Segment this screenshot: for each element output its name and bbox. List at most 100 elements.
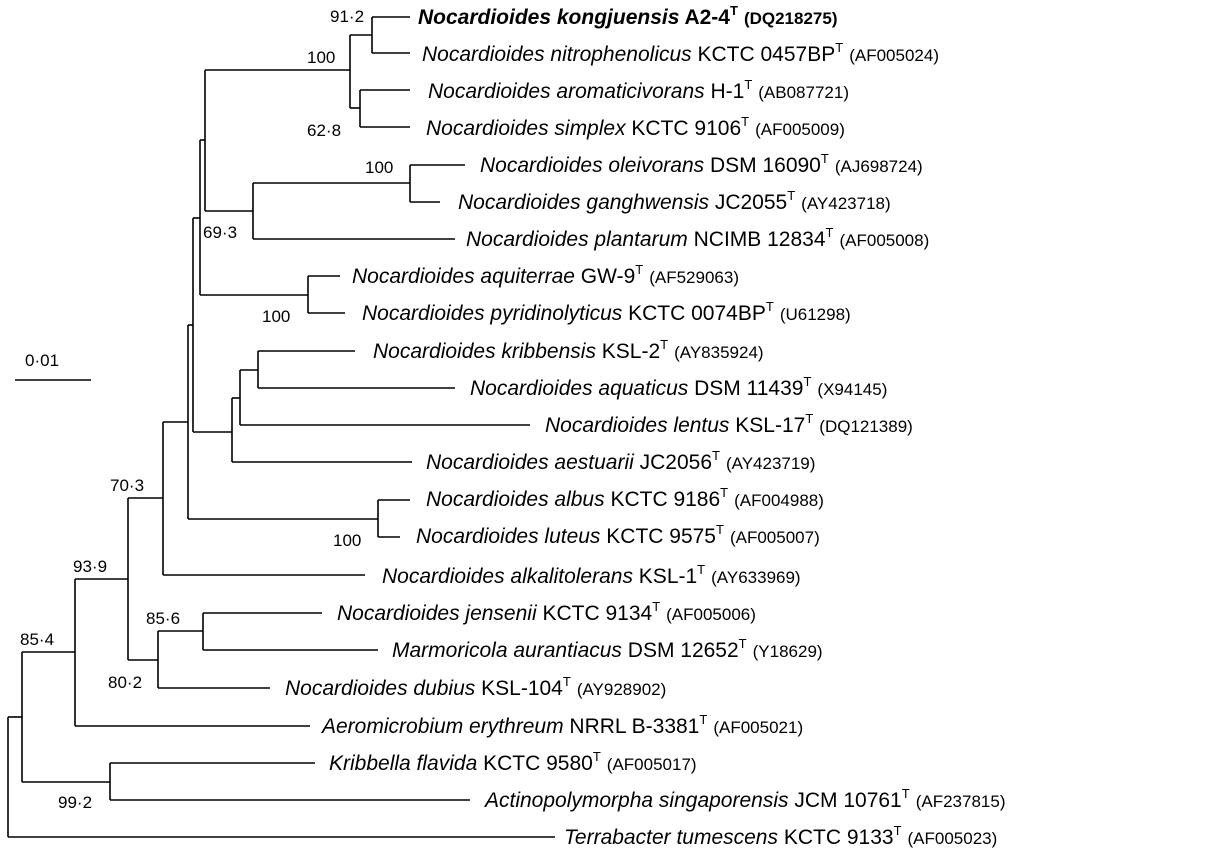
taxon-label: Kribbella flavida KCTC 9580T (AF005017) [329,749,697,775]
type-strain-mark: T [697,562,705,577]
type-strain-mark: T [720,485,728,500]
scale-bar-label: 0·01 [25,351,59,370]
taxon-name: Terrabacter tumescens [564,826,778,849]
taxon-name: Actinopolymorpha singaporensis [483,789,789,812]
accession-number: (AF005007) [730,528,820,547]
taxon-label: Nocardioides aquiterrae GW-9T (AF529063) [352,262,739,288]
taxon-name: Nocardioides lentus [545,414,730,437]
strain-designation: KCTC 0074BP [622,302,766,325]
taxon-name: Kribbella flavida [329,752,477,775]
strain-designation: KSL-2 [596,340,660,363]
accession-number: (AJ698724) [835,157,923,176]
type-strain-mark: T [805,411,813,426]
taxon-label: Actinopolymorpha singaporensis JCM 10761… [483,786,1005,812]
taxon-name: Nocardioides jensenii [337,602,538,625]
strain-designation: NRRL B-3381 [564,715,700,738]
taxon-label: Nocardioides alkalitolerans KSL-1T (AY633… [382,562,801,588]
strain-designation: KSL-17 [729,414,805,437]
taxon-name: Nocardioides pyridinolyticus [362,302,623,325]
taxon-name: Marmoricola aurantiacus [392,639,622,662]
bootstrap-value: 69·3 [203,223,237,242]
strain-designation: KSL-104 [475,677,563,700]
bootstrap-value: 100 [262,307,290,326]
taxon-label: Nocardioides simplex KCTC 9106T (AF005009… [426,114,845,140]
bootstrap-value: 99·2 [58,793,92,812]
bootstrap-value: 80·2 [108,673,142,692]
taxon-name: Nocardioides plantarum [466,228,688,251]
taxon-label: Nocardioides kribbensis KSL-2T (AY835924) [373,337,764,363]
taxon-name: Nocardioides albus [426,488,605,511]
strain-designation: DSM 12652 [622,639,739,662]
taxon-labels: Nocardioides kongjuensis A2-4T (DQ218275)… [285,3,1005,849]
taxon-label: Nocardioides nitrophenolicus KCTC 0457BP… [422,40,939,66]
type-strain-mark: T [803,374,811,389]
taxon-name: Nocardioides kongjuensis [418,6,679,29]
bootstrap-value: 85·4 [20,630,54,649]
strain-designation: KCTC 9133 [778,826,894,849]
taxon-name: Nocardioides dubius [285,677,476,700]
accession-number: (AF004988) [734,491,824,510]
taxon-name: Nocardioides kribbensis [373,340,596,363]
accession-number: (AY835924) [674,343,763,362]
taxon-name: Nocardioides aromaticivorans [428,80,705,103]
taxon-label: Nocardioides albus KCTC 9186T (AF004988) [426,485,824,511]
strain-designation: KCTC 9106 [626,117,742,140]
accession-number: (X94145) [817,380,887,399]
type-strain-mark: T [766,299,774,314]
accession-number: (AB087721) [758,83,849,102]
type-strain-mark: T [741,114,749,129]
taxon-label: Nocardioides jensenii KCTC 9134T (AF00500… [337,599,756,625]
strain-designation: KCTC 0457BP [692,43,836,66]
strain-designation: KCTC 9186 [605,488,721,511]
taxon-name: Nocardioides simplex [426,117,627,140]
bootstrap-value: 62·8 [307,121,341,140]
taxon-name: Nocardioides alkalitolerans [382,565,633,588]
strain-designation: DSM 11439 [688,377,803,400]
taxon-label: Nocardioides plantarum NCIMB 12834T (AF00… [466,225,929,251]
accession-number: (AF005009) [755,120,845,139]
type-strain-mark: T [699,712,707,727]
taxon-label: Terrabacter tumescens KCTC 9133T (AF00502… [564,823,997,849]
taxon-label: Aeromicrobium erythreum NRRL B-3381T (AF0… [320,712,803,738]
accession-number: (AY423719) [726,454,815,473]
type-strain-mark: T [787,188,795,203]
strain-designation: DSM 16090 [704,154,821,177]
accession-number: (AY928902) [577,680,666,699]
strain-designation: NCIMB 12834 [688,228,826,251]
type-strain-mark: T [716,522,724,537]
bootstrap-value: 100 [365,158,393,177]
strain-designation: JCM 10761 [789,789,902,812]
taxon-label: Nocardioides dubius KSL-104T (AY928902) [285,674,666,700]
taxon-label: Nocardioides aquaticus DSM 11439T (X94145… [470,374,887,400]
strain-designation: A2-4 [679,6,730,29]
accession-number: (AY633969) [711,568,800,587]
bootstrap-value: 100 [307,48,335,67]
taxon-label: Nocardioides luteus KCTC 9575T (AF005007) [416,522,820,548]
accession-number: (AF005021) [713,718,803,737]
taxon-label: Nocardioides ganghwensis JC2055T (AY42371… [458,188,891,214]
taxon-label: Nocardioides kongjuensis A2-4T (DQ218275) [418,3,838,29]
strain-designation: H-1 [705,80,745,103]
type-strain-mark: T [739,636,747,651]
accession-number: (U61298) [780,305,851,324]
accession-number: (AF005024) [849,46,939,65]
strain-designation: KSL-1 [633,565,697,588]
accession-number: (AF237815) [916,792,1006,811]
type-strain-mark: T [712,448,720,463]
accession-number: (DQ121389) [819,417,913,436]
strain-designation: KCTC 9134 [537,602,653,625]
type-strain-mark: T [902,786,910,801]
type-strain-mark: T [835,40,843,55]
taxon-label: Nocardioides lentus KSL-17T (DQ121389) [545,411,913,437]
taxon-name: Nocardioides aquaticus [470,377,689,400]
type-strain-mark: T [821,151,829,166]
accession-number: (AF005006) [666,605,756,624]
accession-number: (Y18629) [753,642,823,661]
accession-number: (AY423718) [801,194,890,213]
bootstrap-values: 91·2 100 62·8 100 69·3 100 70·3 100 93·9… [20,7,393,812]
taxon-label: Nocardioides aestuarii JC2056T (AY423719) [426,448,815,474]
taxon-label: Nocardioides pyridinolyticus KCTC 0074BP… [362,299,851,325]
type-strain-mark: T [894,823,902,838]
type-strain-mark: T [730,3,738,18]
